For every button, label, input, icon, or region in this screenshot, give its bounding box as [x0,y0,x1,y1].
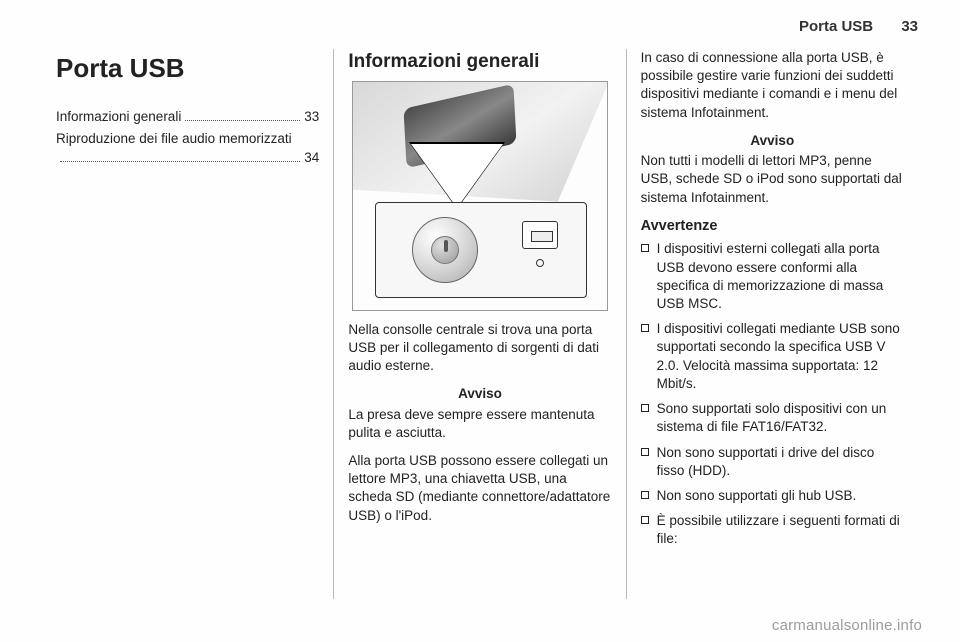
notice-body: La presa deve sempre essere mantenuta pu… [348,406,611,442]
figure-panel [375,202,587,298]
subheading: Avvertenze [641,217,904,237]
figure-knob [412,217,478,283]
bullet-icon [641,244,649,252]
bullet-icon [641,516,649,524]
column-right: In caso di connessione alla porta USB, è… [626,49,918,599]
list-item: Non sono supportati gli hub USB. [641,487,904,505]
figure-knob-inner [431,236,459,264]
notice-box: Avviso La presa deve sempre essere mante… [348,385,611,442]
column-left: Porta USB Informazioni generali 33 Ripro… [42,49,333,599]
toc-page: 34 [304,149,319,167]
list-item: I dispositivi esterni collegati alla por… [641,240,904,313]
list-text: È possibile utilizzare i seguenti format… [657,512,904,548]
bullet-icon [641,324,649,332]
content-columns: Porta USB Informazioni generali 33 Ripro… [42,49,918,599]
toc-row: Informazioni generali 33 [56,108,319,126]
paragraph: Nella consolle centrale si trova una por… [348,321,611,376]
figure-aux-jack [536,259,544,267]
toc-leader [60,161,300,162]
figure-usb-socket [522,221,558,249]
list-text: Sono supportati solo dispositivi con un … [657,400,904,436]
list-text: Non sono supportati i drive del disco fi… [657,444,904,480]
bullet-list: I dispositivi esterni collegati alla por… [641,240,904,548]
bullet-icon [641,404,649,412]
notice-title: Avviso [348,385,611,403]
toc-row-cont: 34 [56,149,319,167]
toc-leader [185,120,300,121]
list-item: Non sono supportati i drive del disco fi… [641,444,904,480]
toc-row: Riproduzione dei file audio memorizzati [56,130,319,148]
list-item: I dispositivi collegati mediante USB son… [641,320,904,393]
notice-body: Non tutti i modelli di lettori MP3, penn… [641,152,904,207]
header-section: Porta USB [799,18,873,35]
section-heading: Informazioni generali [348,49,611,75]
manual-page: Porta USB 33 Porta USB Informazioni gene… [0,0,960,642]
bullet-icon [641,491,649,499]
list-item: È possibile utilizzare i seguenti format… [641,512,904,548]
figure-pointer [411,144,503,208]
list-text: Non sono supportati gli hub USB. [657,487,857,505]
list-text: I dispositivi collegati mediante USB son… [657,320,904,393]
bullet-icon [641,448,649,456]
notice-box: Avviso Non tutti i modelli di lettori MP… [641,132,904,207]
notice-title: Avviso [641,132,904,150]
page-header: Porta USB 33 [42,18,918,35]
toc-page: 33 [304,108,319,126]
list-item: Sono supportati solo dispositivi con un … [641,400,904,436]
usb-port-figure [352,81,608,311]
chapter-title: Porta USB [56,51,319,86]
paragraph: In caso di connessione alla porta USB, è… [641,49,904,122]
header-page-number: 33 [901,18,918,35]
list-text: I dispositivi esterni collegati alla por… [657,240,904,313]
column-middle: Informazioni generali Nella consolle cen… [333,49,625,599]
paragraph: Alla porta USB possono essere collegati … [348,452,611,525]
toc-label: Informazioni generali [56,108,181,126]
toc-label: Riproduzione dei file audio memorizzati [56,130,319,148]
footer-watermark: carmanualsonline.info [772,617,922,634]
